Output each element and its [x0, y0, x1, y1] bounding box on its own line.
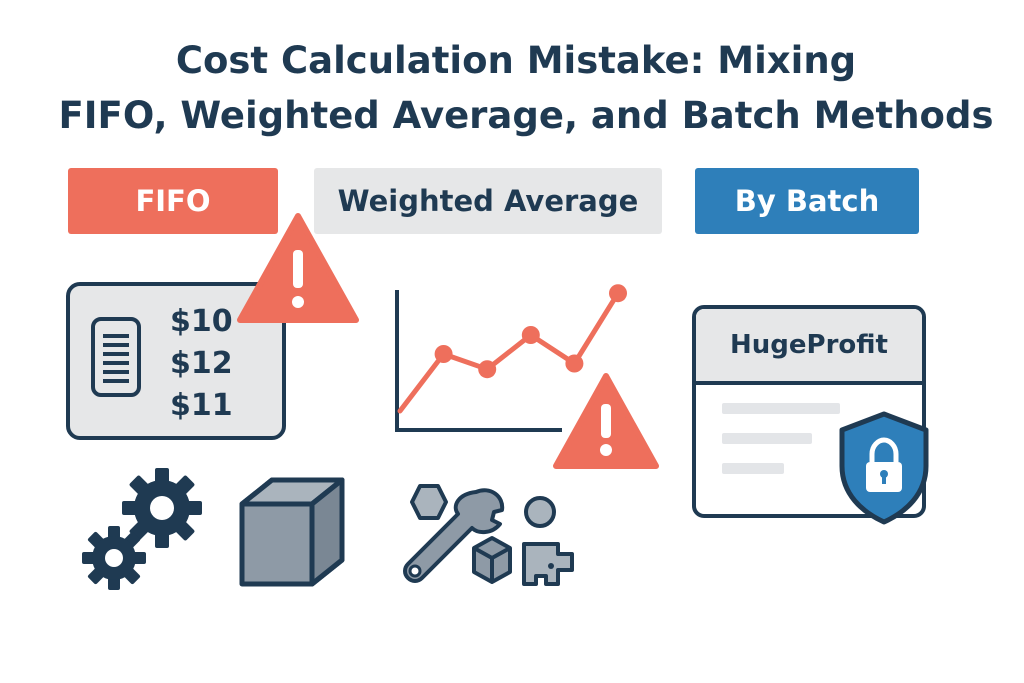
price-value: $12 — [170, 346, 233, 381]
chart-series-line — [397, 290, 621, 414]
document-icon — [91, 317, 141, 397]
placeholder-line — [722, 463, 784, 474]
chart-data-point — [521, 326, 540, 344]
app-name: HugeProfit — [696, 309, 922, 385]
trend-line-chart — [395, 284, 627, 432]
shield-lock-icon — [839, 411, 929, 525]
box-icon — [239, 477, 345, 587]
method-label-fifo: FIFO — [68, 168, 278, 234]
warning-icon — [237, 213, 359, 323]
page-title-line-2: FIFO, Weighted Average, and Batch Method… — [58, 94, 994, 137]
page-title-line-1: Cost Calculation Mistake: Mixing — [175, 39, 857, 82]
app-window: HugeProfit — [692, 305, 926, 518]
warning-icon — [553, 373, 659, 469]
price-value: $10 — [170, 304, 233, 339]
price-card: $10 $12 $11 — [66, 282, 286, 440]
chart-data-point — [478, 360, 497, 379]
method-label-weighted-average: Weighted Average — [314, 168, 662, 234]
chart-data-point — [434, 345, 453, 363]
chart-data-point — [565, 354, 584, 373]
method-label-by-batch: By Batch — [695, 168, 919, 234]
chart-data-point — [609, 284, 627, 303]
worker-icon — [522, 496, 574, 586]
tools-icon — [403, 484, 512, 584]
placeholder-line — [722, 433, 812, 444]
price-value: $11 — [170, 388, 233, 423]
gears-icon — [82, 468, 202, 590]
placeholder-line — [722, 403, 840, 414]
